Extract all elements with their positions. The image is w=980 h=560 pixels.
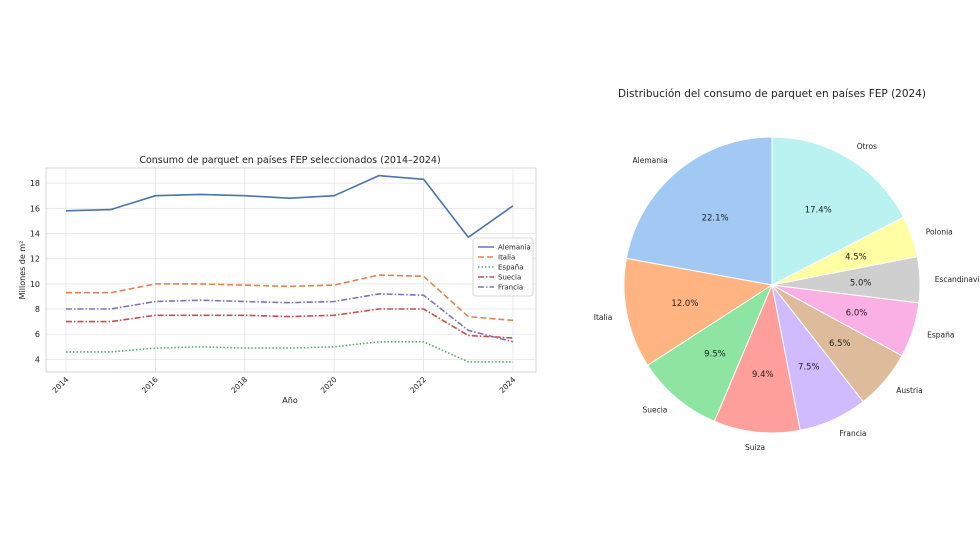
series-line-italia — [66, 274, 514, 322]
pie-pct-label: 6.5% — [829, 339, 851, 349]
legend-box — [472, 237, 534, 297]
y-tick-label: 18 — [30, 179, 40, 188]
y-tick-label: 6 — [35, 330, 40, 339]
pie-pct-label: 4.5% — [845, 252, 867, 262]
y-tick-label: 16 — [30, 204, 40, 213]
line-series-group — [65, 174, 514, 363]
x-tick-label: 2024 — [498, 375, 518, 395]
series-line-alemania — [65, 174, 514, 239]
pie-pct-label: 22.1% — [702, 213, 729, 223]
pie-pct-label: 9.5% — [704, 350, 726, 360]
pie-pct-label: 12.0% — [671, 299, 698, 309]
pie-slices — [623, 136, 921, 434]
pie-category-label: Suiza — [745, 443, 765, 452]
line-chart-legend: Alemania Italia España Suecia Francia — [472, 237, 534, 297]
pie-slice-italia — [623, 257, 774, 367]
series-line-suecia — [66, 308, 514, 339]
y-tick-label: 4 — [35, 355, 40, 364]
pie-slice-suecia — [647, 283, 774, 423]
x-tick-label: 2018 — [229, 375, 249, 395]
x-tick-label: 2014 — [51, 375, 71, 395]
legend-label: Alemania — [498, 244, 531, 252]
pie-category-label: Otros — [857, 142, 877, 151]
line-chart-title: Consumo de parquet en países FEP selecci… — [139, 155, 440, 166]
legend-label: España — [498, 264, 524, 272]
x-tick-label: 2016 — [140, 375, 160, 395]
legend-label: Italia — [498, 254, 515, 262]
pie-slice-otros — [771, 136, 905, 286]
x-axis-ticks: 2014 2016 2018 2020 2022 2024 — [51, 375, 518, 395]
line-chart-grid — [46, 168, 536, 372]
pie-pct-label: 17.4% — [805, 206, 832, 216]
series-line-francia — [66, 293, 514, 343]
y-axis-label: Millones de m² — [18, 241, 27, 300]
pie-pct-label: 5.0% — [850, 278, 872, 288]
y-tick-label: 14 — [30, 229, 40, 238]
pie-pct-label: 6.0% — [846, 309, 868, 319]
pie-category-label: Francia — [840, 429, 867, 438]
x-axis-label: Año — [282, 396, 298, 405]
pie-category-label: España — [927, 331, 954, 340]
legend-label: Suecia — [498, 274, 521, 282]
pie-slice-alemania — [625, 136, 773, 286]
y-tick-label: 10 — [30, 280, 40, 289]
x-tick-label: 2020 — [319, 375, 339, 395]
line-plot-area — [45, 167, 537, 373]
pie-chart-title: Distribución del consumo de parquet en p… — [618, 88, 926, 100]
pie-pct-label: 9.4% — [752, 370, 774, 380]
pie-category-label: Suecia — [642, 406, 667, 415]
series-line-espana — [66, 340, 513, 363]
pie-category-label: Alemania — [633, 156, 668, 165]
pie-category-label: Italia — [594, 313, 613, 322]
y-axis-ticks: 4 6 8 10 12 14 16 18 — [30, 179, 40, 364]
pie-chart: Distribución del consumo de parquet en p… — [594, 88, 980, 452]
pie-category-label: Escandinavia — [935, 275, 980, 284]
legend-label: Francia — [498, 284, 523, 292]
line-chart: Consumo de parquet en países FEP selecci… — [18, 155, 537, 405]
pie-pct-label: 7.5% — [798, 362, 820, 372]
pie-category-label: Polonia — [926, 228, 953, 237]
y-tick-label: 12 — [30, 255, 40, 264]
pie-category-label: Austria — [896, 386, 923, 395]
pie-labels: 22.1% Alemania 12.0% Italia 9.5% Suecia 9.4% Su… — [594, 142, 980, 452]
y-tick-label: 8 — [35, 305, 40, 314]
x-tick-label: 2022 — [408, 375, 428, 395]
